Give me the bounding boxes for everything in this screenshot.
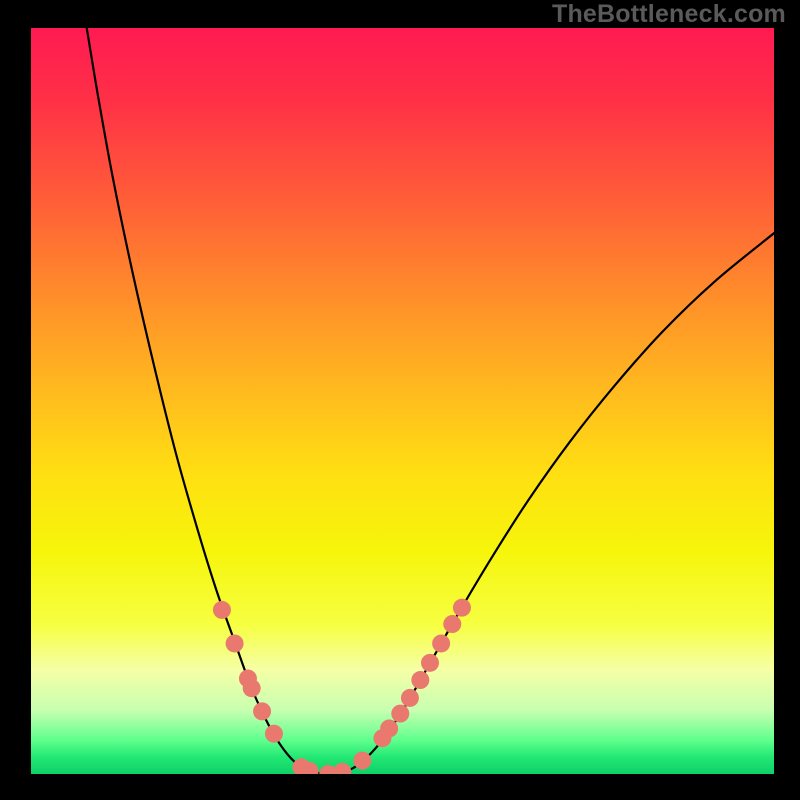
data-marker (380, 719, 398, 737)
data-marker (391, 705, 409, 723)
watermark-text: TheBottleneck.com (552, 0, 786, 29)
data-marker (243, 679, 261, 697)
data-marker (265, 725, 283, 743)
plot-area (31, 28, 774, 774)
data-marker (353, 752, 371, 770)
data-marker (401, 689, 419, 707)
data-marker (432, 634, 450, 652)
chart-frame: TheBottleneck.com (0, 0, 800, 800)
data-marker (453, 599, 471, 617)
data-marker (226, 634, 244, 652)
data-marker (411, 671, 429, 689)
gradient-background (31, 28, 774, 774)
plot-svg (31, 28, 774, 774)
data-marker (253, 702, 271, 720)
data-marker (421, 654, 439, 672)
data-marker (443, 615, 461, 633)
data-marker (213, 601, 231, 619)
